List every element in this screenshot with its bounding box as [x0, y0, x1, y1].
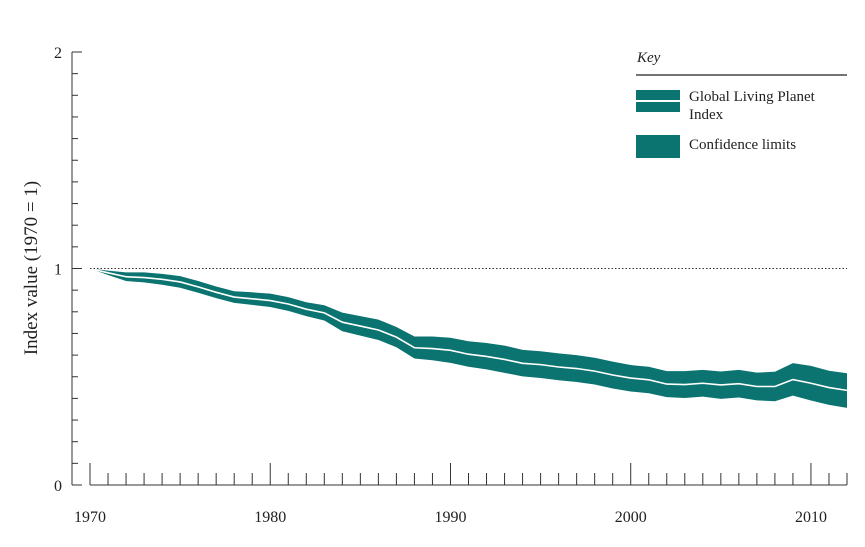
legend-label-confidence: Confidence limits [689, 137, 796, 153]
legend-label-index-line2: Index [689, 107, 724, 123]
confidence-band-layer [90, 268, 847, 408]
x-tick-label: 1970 [74, 509, 106, 526]
legend: Key Global Living Planet Index Confidenc… [636, 50, 847, 158]
x-ticks: 1970 1980 1990 2000 2010 [74, 463, 848, 526]
y-tick-label: 2 [54, 45, 62, 62]
x-tick-label: 2010 [795, 509, 827, 526]
index-line-layer [89, 267, 848, 392]
legend-label-index-line1: Global Living Planet [689, 89, 816, 105]
y-ticks: 0 1 2 [54, 45, 82, 495]
legend-swatch-confidence [636, 135, 680, 158]
y-tick-label: 0 [54, 478, 62, 495]
x-tick-label: 1980 [254, 509, 286, 526]
confidence-band [90, 268, 847, 408]
x-tick-label: 2000 [615, 509, 647, 526]
y-axis-title: Index value (1970 = 1) [21, 181, 42, 355]
x-tick-label: 1990 [434, 509, 466, 526]
legend-title: Key [636, 50, 661, 66]
legend-swatch-index [636, 90, 680, 112]
y-tick-label: 1 [54, 262, 62, 279]
index-line [89, 267, 848, 392]
